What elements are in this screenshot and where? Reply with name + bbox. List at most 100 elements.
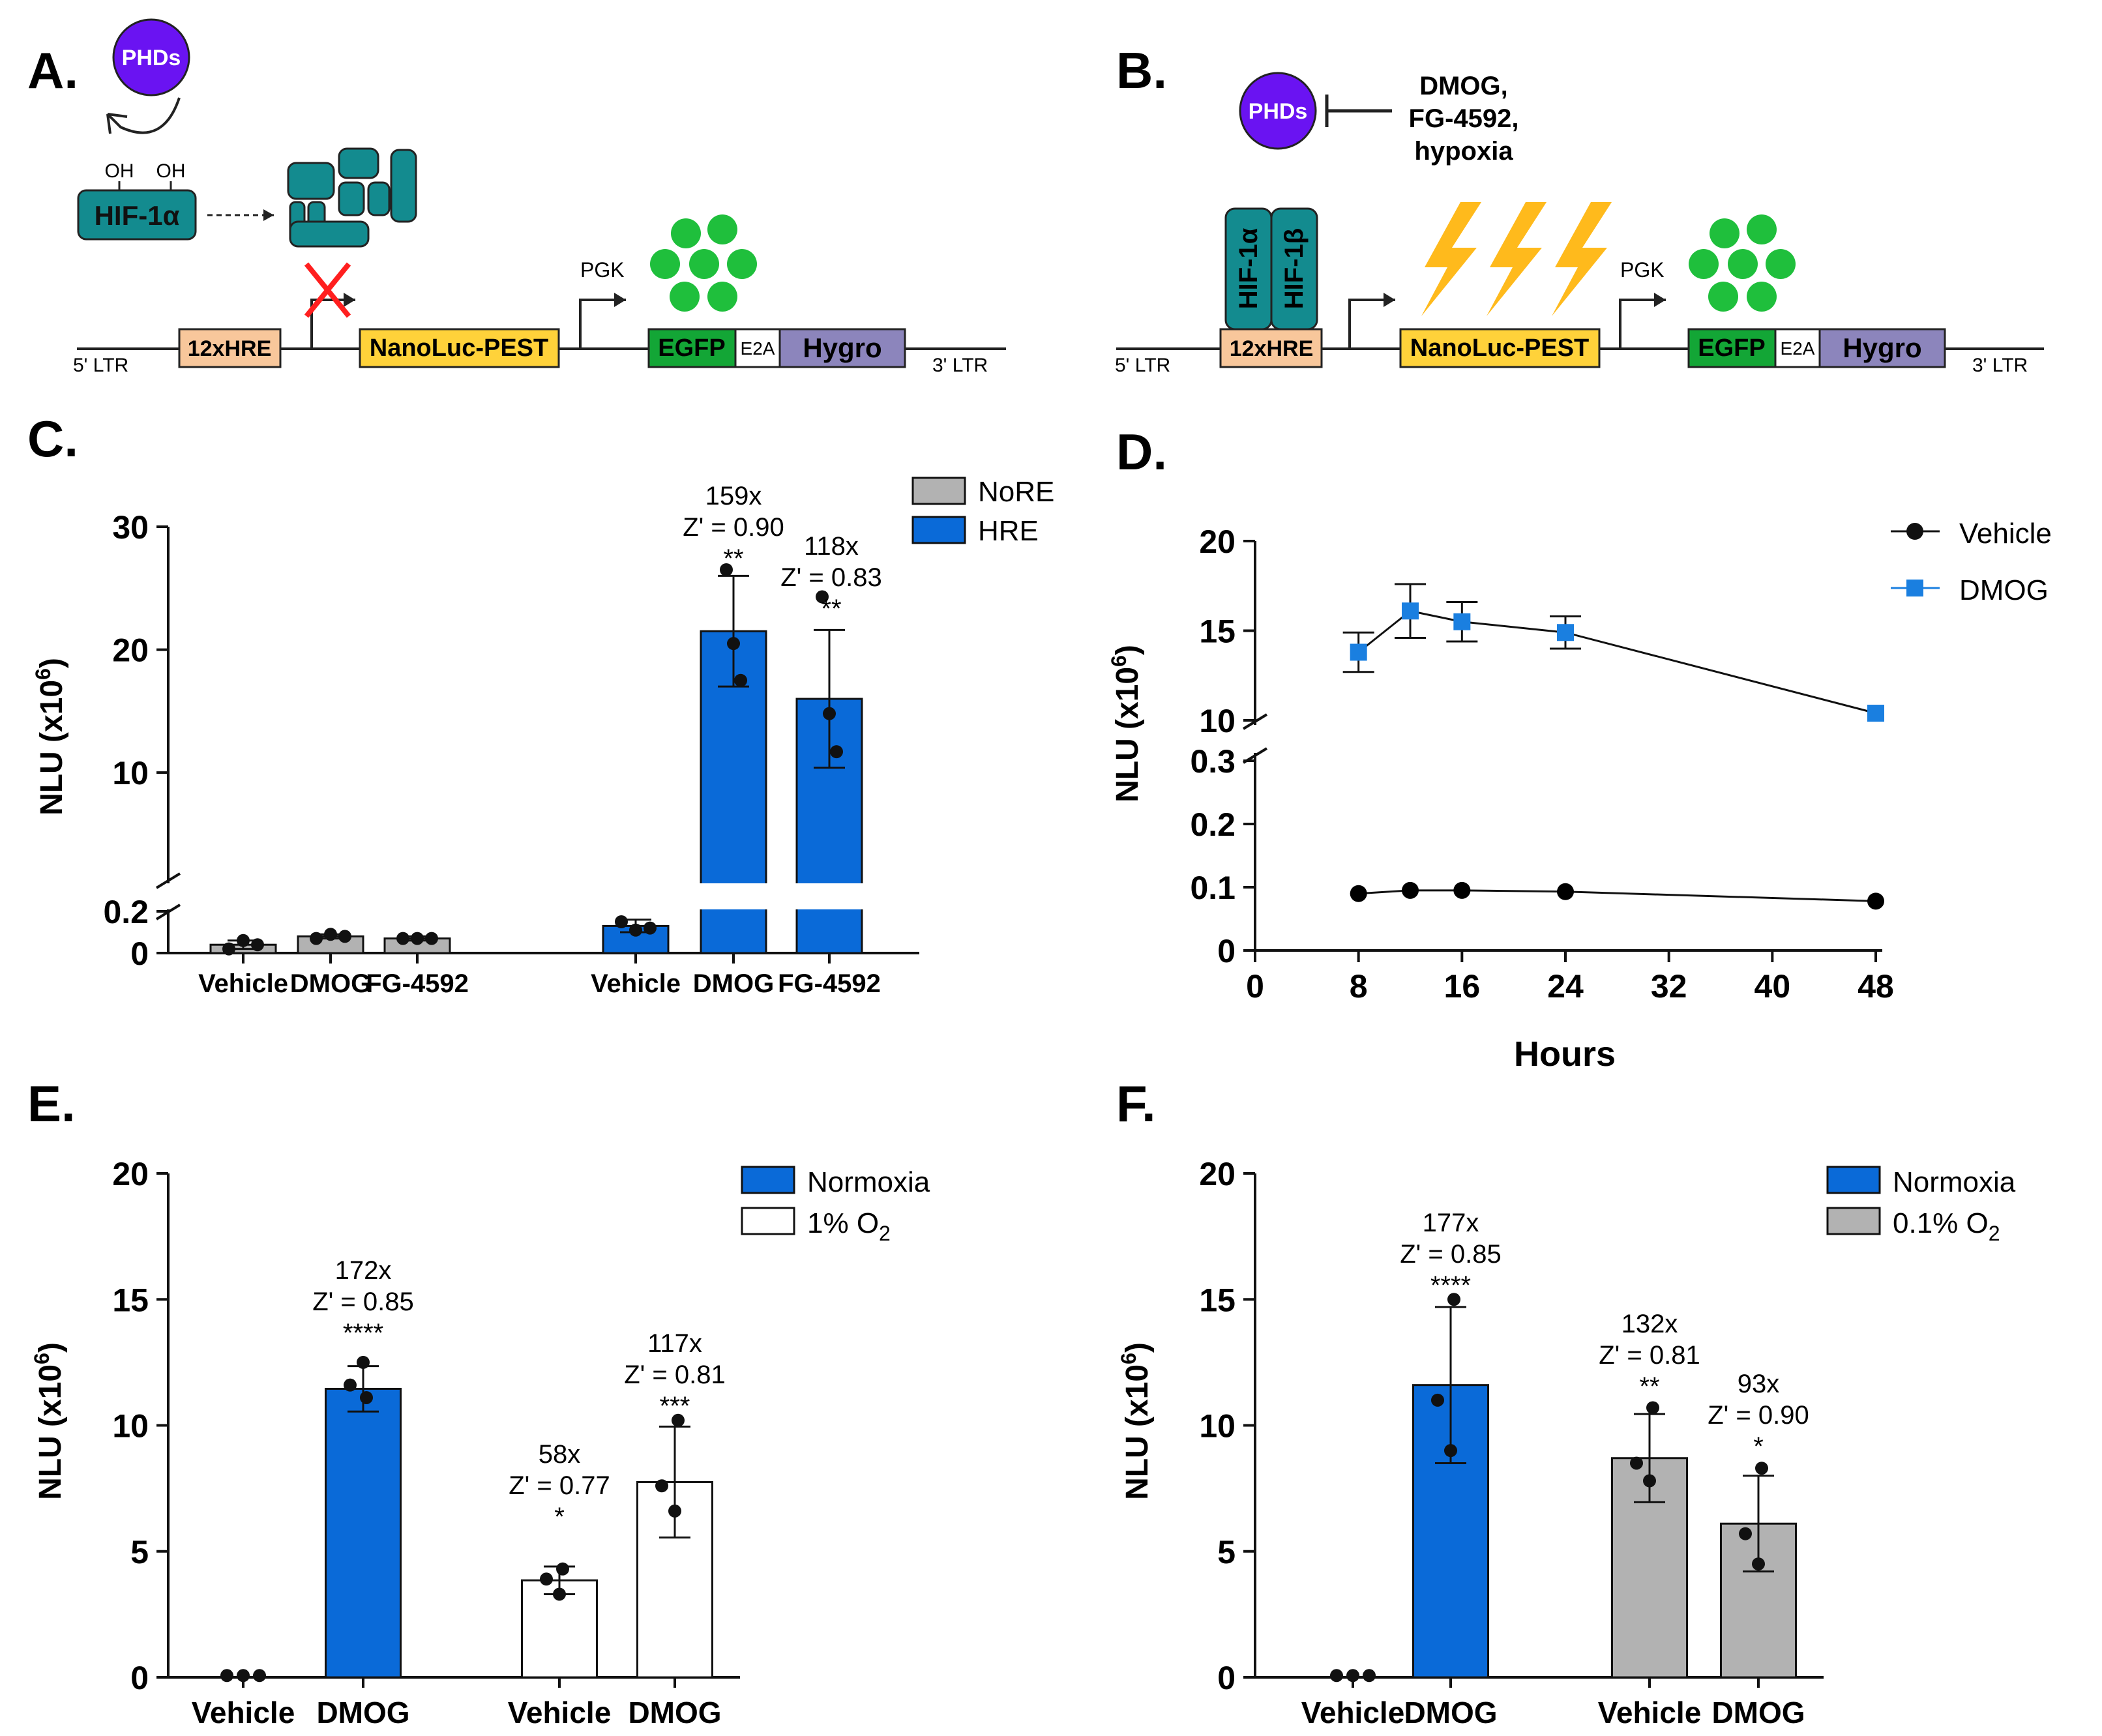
hydroxylation-arrow bbox=[106, 97, 181, 134]
c-y-tick-label: 0.2 bbox=[103, 894, 149, 930]
c-annotation-dmog-line-2: ** bbox=[723, 544, 743, 573]
f-y-tick-label: 5 bbox=[1217, 1534, 1236, 1570]
d-y-tick-label: 0.3 bbox=[1190, 743, 1236, 780]
ltr3-b: 3' LTR bbox=[1972, 355, 2028, 376]
f-y-tick-label: 15 bbox=[1199, 1282, 1236, 1318]
c-x-tick-label: DMOG bbox=[693, 969, 774, 998]
f-data-point bbox=[1363, 1669, 1376, 1683]
c-legend-swatch-nore bbox=[911, 477, 966, 505]
f-data-point bbox=[1630, 1456, 1643, 1470]
e-data-point bbox=[672, 1413, 685, 1427]
e-data-point bbox=[360, 1390, 373, 1404]
e2a-label-b: E2A bbox=[1781, 338, 1815, 359]
d-point-vehicle bbox=[1350, 885, 1367, 902]
f-legend-label-1: Normoxia bbox=[1893, 1166, 2016, 1198]
f-y-axis-title: NLU (x106) bbox=[1117, 1342, 1155, 1500]
panel-label-c: C. bbox=[27, 410, 78, 467]
f-data-point bbox=[1346, 1669, 1359, 1683]
e-data-point bbox=[556, 1562, 569, 1576]
e-data-point bbox=[220, 1669, 233, 1683]
c-data-point bbox=[237, 934, 250, 947]
e-annotation-dmog-hypoxia-line-2: *** bbox=[660, 1392, 690, 1420]
e-y-axis-title: NLU (x106) bbox=[30, 1342, 68, 1500]
egfp-element-b bbox=[1687, 328, 1777, 368]
hydroxylation-arrow-head bbox=[106, 113, 128, 134]
d-legend-marker-vehicle bbox=[1906, 523, 1923, 540]
e-data-point bbox=[655, 1479, 668, 1493]
inhibitor-3: hypoxia bbox=[1414, 137, 1513, 166]
panel-label-b: B. bbox=[1116, 42, 1167, 99]
hre-element-b bbox=[1219, 328, 1323, 368]
f-data-point bbox=[1752, 1557, 1765, 1571]
nanoluc-label-a: NanoLuc-PEST bbox=[370, 334, 548, 362]
schematic-b: B. PHDs DMOG, FG-4592, hypoxia HIF-1α HI… bbox=[1115, 42, 2044, 376]
f-y-tick-label: 0 bbox=[1217, 1660, 1236, 1696]
c-annotation-fg4592-line-0: 118x bbox=[804, 532, 859, 561]
chart-e: 0 5 10 15 20 NLU (x106) Vehicle DMOG Vehicle DMOG… bbox=[30, 1156, 930, 1729]
c-y-tick-label: 0 bbox=[130, 935, 149, 972]
ltr5-a: 5' LTR bbox=[73, 355, 128, 376]
c-x-tick-label: FG-4592 bbox=[778, 969, 881, 998]
hygro-label-b: Hygro bbox=[1843, 332, 1921, 363]
c-data-point bbox=[251, 938, 264, 952]
d-x-tick-label: 32 bbox=[1651, 968, 1687, 1005]
c-data-point bbox=[222, 942, 235, 956]
c-data-point bbox=[338, 930, 351, 943]
e-data-point bbox=[237, 1669, 250, 1683]
d-legend-label-dmog: DMOG bbox=[1959, 574, 2049, 606]
f-data-point bbox=[1643, 1474, 1656, 1488]
nanoluc-element-a bbox=[359, 328, 560, 368]
c-x-tick-label: Vehicle bbox=[198, 969, 288, 998]
f-data-point bbox=[1447, 1293, 1460, 1306]
f-x-tick-label: Vehicle bbox=[1598, 1696, 1702, 1729]
inhibitor-1: DMOG, bbox=[1419, 72, 1508, 100]
f-legend-swatch-1 bbox=[1826, 1166, 1881, 1194]
c-annotation-fg4592-line-2: ** bbox=[821, 595, 841, 623]
f-y-tick-label: 20 bbox=[1199, 1156, 1236, 1192]
c-annotation-dmog-line-0: 159x bbox=[705, 482, 762, 510]
f-annotation-dmog-normoxia-line-0: 177x bbox=[1423, 1209, 1479, 1237]
c-data-point bbox=[734, 673, 747, 687]
c-x-tick-label: Vehicle bbox=[591, 969, 681, 998]
pgk-label-a: PGK bbox=[580, 258, 625, 282]
f-x-tick-label: Vehicle bbox=[1301, 1696, 1405, 1729]
egfp-cluster-icon-b bbox=[1689, 214, 1796, 312]
c-data-point bbox=[823, 707, 836, 720]
d-x-tick-label: 0 bbox=[1246, 968, 1264, 1005]
d-y-tick-label: 0.2 bbox=[1190, 806, 1236, 843]
e-bar bbox=[521, 1579, 598, 1679]
hygro-element-b bbox=[1818, 328, 1946, 368]
chart-d: 0 0.1 0.2 0.3 10 15 20 0 8 16 24 32 40 48 Hours NLU (x1… bbox=[1107, 518, 2052, 1074]
hif1b-label-b: HIF-1β bbox=[1280, 228, 1309, 309]
e2a-element-a bbox=[734, 328, 781, 368]
e-x-tick-label: DMOG bbox=[628, 1696, 721, 1729]
e-data-point bbox=[253, 1669, 266, 1683]
c-bar-nore bbox=[297, 935, 364, 954]
d-y-axis-title: NLU (x106) bbox=[1107, 645, 1145, 802]
c-data-point bbox=[396, 932, 409, 945]
d-y-tick-label: 10 bbox=[1199, 703, 1236, 739]
c-legend-label-hre: HRE bbox=[978, 515, 1039, 547]
f-x-tick-label: DMOG bbox=[1404, 1696, 1497, 1729]
proteasome-icon bbox=[287, 147, 417, 248]
e-data-point bbox=[668, 1504, 681, 1518]
e2a-label-a: E2A bbox=[741, 338, 775, 359]
e-y-tick-label: 10 bbox=[112, 1408, 149, 1445]
hre-label-b: 12xHRE bbox=[1230, 336, 1314, 361]
e-data-point bbox=[344, 1378, 357, 1392]
d-y-tick-label: 15 bbox=[1199, 613, 1236, 650]
e-x-tick-label: DMOG bbox=[316, 1696, 409, 1729]
e-annotation-dmog-hypoxia-line-0: 117x bbox=[647, 1329, 702, 1358]
f-data-point bbox=[1739, 1527, 1752, 1540]
phds-label: PHDs bbox=[122, 46, 181, 70]
c-annotation-fg4592-line-1: Z' = 0.83 bbox=[780, 563, 882, 592]
e-y-tick-label: 20 bbox=[112, 1156, 149, 1192]
d-point-dmog bbox=[1557, 624, 1574, 641]
d-point-dmog bbox=[1402, 602, 1419, 620]
e-data-point bbox=[540, 1572, 553, 1586]
panel-label-d: D. bbox=[1116, 423, 1167, 480]
c-legend-label-nore: NoRE bbox=[978, 476, 1054, 508]
f-annotation-vehicle-hypoxia-line-1: Z' = 0.81 bbox=[1599, 1341, 1700, 1370]
